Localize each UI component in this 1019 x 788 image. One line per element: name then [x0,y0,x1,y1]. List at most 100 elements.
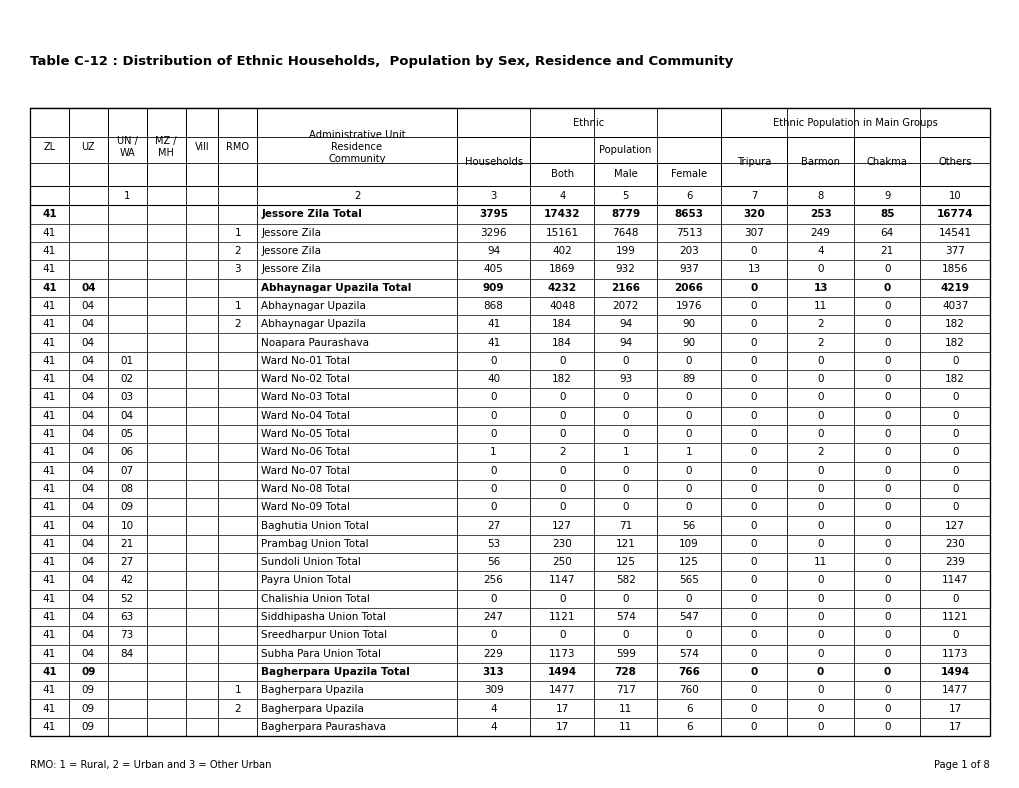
Text: Jessore Zila: Jessore Zila [261,265,321,274]
Text: 125: 125 [679,557,698,567]
Text: 1: 1 [234,228,240,238]
Text: 0: 0 [883,337,890,348]
Text: 90: 90 [682,319,695,329]
Text: 0: 0 [750,448,756,457]
Text: 41: 41 [43,539,56,549]
Text: 0: 0 [816,374,823,385]
Text: 0: 0 [558,356,565,366]
Text: 868: 868 [483,301,503,311]
Text: 08: 08 [120,484,133,494]
Text: Community: Community [328,154,385,164]
Bar [919,137,989,186]
Text: 0: 0 [816,521,823,530]
Text: 04: 04 [82,521,95,530]
Text: 4: 4 [490,722,496,732]
Text: 0: 0 [558,502,565,512]
Text: 03: 03 [120,392,133,403]
Text: 0: 0 [622,466,629,476]
Text: 6: 6 [685,722,692,732]
Text: 41: 41 [43,265,56,274]
Text: 15161: 15161 [545,228,578,238]
Text: 2: 2 [816,319,823,329]
Text: 41: 41 [43,246,56,256]
Text: Ethnic Population in Main Groups: Ethnic Population in Main Groups [772,117,936,128]
Text: 1856: 1856 [941,265,967,274]
Text: 0: 0 [558,466,565,476]
Bar [457,137,530,186]
Text: 125: 125 [615,557,635,567]
Text: 9: 9 [883,191,890,201]
Text: 0: 0 [558,594,565,604]
Text: 0: 0 [883,392,890,403]
Bar [853,137,919,186]
Text: 0: 0 [750,722,756,732]
Text: 41: 41 [43,429,56,439]
Text: Bagherpara Upazila Total: Bagherpara Upazila Total [261,667,410,677]
Text: 0: 0 [750,704,756,714]
Text: 41: 41 [43,228,56,238]
Text: 0: 0 [685,630,692,641]
Text: 0: 0 [816,392,823,403]
Text: 0: 0 [750,392,756,403]
Text: 0: 0 [750,411,756,421]
Text: 307: 307 [744,228,763,238]
Text: 229: 229 [483,649,503,659]
Text: 0: 0 [883,686,890,695]
Text: 3296: 3296 [480,228,506,238]
Text: Chakma: Chakma [866,157,907,166]
Text: 0: 0 [685,594,692,604]
Text: Bagherpara Paurashava: Bagherpara Paurashava [261,722,386,732]
Text: 4037: 4037 [942,301,967,311]
Text: Ethnic: Ethnic [573,117,604,128]
Text: 0: 0 [882,667,890,677]
Text: 0: 0 [883,466,890,476]
Text: Jessore Zila Total: Jessore Zila Total [261,210,362,220]
Text: 02: 02 [120,374,133,385]
Text: 41: 41 [43,612,56,622]
Text: 0: 0 [883,448,890,457]
Text: 728: 728 [614,667,636,677]
Text: 53: 53 [486,539,499,549]
Text: 85: 85 [879,210,894,220]
Text: 0: 0 [622,356,629,366]
Text: 109: 109 [679,539,698,549]
Text: 0: 0 [816,466,823,476]
Text: 3: 3 [490,191,496,201]
Text: UN /
WA: UN / WA [117,136,138,158]
Text: 0: 0 [951,594,958,604]
Text: 94: 94 [486,246,499,256]
Text: 42: 42 [120,575,133,585]
Bar [457,108,720,137]
Text: 937: 937 [679,265,698,274]
Text: 04: 04 [82,466,95,476]
Text: 0: 0 [685,502,692,512]
Text: 565: 565 [679,575,698,585]
Text: 0: 0 [883,649,890,659]
Text: 04: 04 [82,630,95,641]
Text: 0: 0 [883,265,890,274]
Text: Administrative Unit: Administrative Unit [309,130,405,140]
Text: 0: 0 [883,319,890,329]
Text: 8653: 8653 [674,210,703,220]
Text: 1: 1 [490,448,496,457]
Text: 1477: 1477 [941,686,967,695]
Text: Ward No-05 Total: Ward No-05 Total [261,429,350,439]
Text: Ward No-04 Total: Ward No-04 Total [261,411,350,421]
Text: RMO: 1 = Rural, 2 = Urban and 3 = Other Urban: RMO: 1 = Rural, 2 = Urban and 3 = Other … [30,760,271,770]
Bar [30,108,989,736]
Text: 41: 41 [43,466,56,476]
Text: 04: 04 [82,575,95,585]
Text: 41: 41 [43,484,56,494]
Text: 71: 71 [619,521,632,530]
Text: 250: 250 [551,557,572,567]
Text: 909: 909 [482,283,503,292]
Text: 04: 04 [81,283,96,292]
Text: 41: 41 [43,502,56,512]
Text: 0: 0 [490,356,496,366]
Text: 0: 0 [883,374,890,385]
Text: 932: 932 [615,265,635,274]
Text: 377: 377 [945,246,964,256]
Text: 4: 4 [490,704,496,714]
Text: Ward No-01 Total: Ward No-01 Total [261,356,350,366]
Text: 0: 0 [750,539,756,549]
